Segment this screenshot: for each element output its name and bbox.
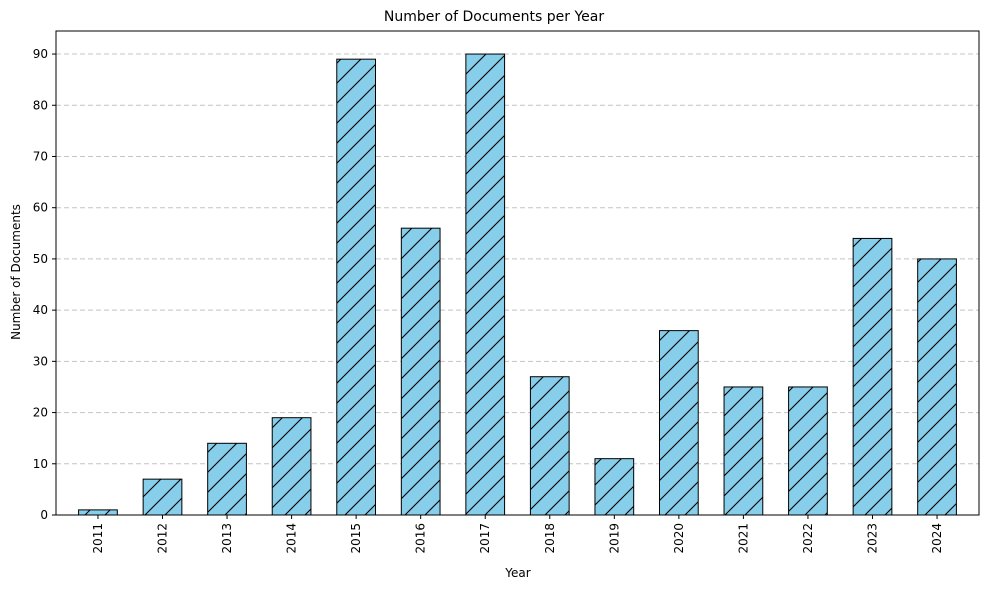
x-tick-label: 2022 xyxy=(801,523,815,554)
y-tick-label: 10 xyxy=(33,457,48,471)
x-tick-label: 2019 xyxy=(607,523,621,554)
x-axis: 2011 2012 2013 2014 2015 2016 2017 2018 2019 2020… xyxy=(91,515,944,554)
bar-hatch-2021 xyxy=(723,386,764,516)
x-axis-label: Year xyxy=(504,566,530,580)
x-tick-label: 2013 xyxy=(220,523,234,554)
x-tick-label: 2017 xyxy=(478,523,492,554)
bar-hatch-2015 xyxy=(336,58,377,516)
x-tick-label: 2016 xyxy=(414,523,428,554)
bar-hatch-2013 xyxy=(207,442,247,516)
y-tick-label: 30 xyxy=(33,354,48,368)
y-tick-label: 50 xyxy=(33,252,48,266)
bar-hatch-2024 xyxy=(917,258,957,516)
y-axis-label: Number of Documents xyxy=(9,204,23,340)
bar-hatch-2017 xyxy=(465,53,506,516)
x-tick-label: 2023 xyxy=(866,523,880,554)
y-tick-label: 90 xyxy=(33,47,48,61)
bar-hatch-2019 xyxy=(594,458,635,516)
x-tick-label: 2012 xyxy=(156,523,170,554)
x-tick-label: 2021 xyxy=(736,523,750,554)
y-tick-label: 80 xyxy=(33,98,48,112)
bar-hatch-2018 xyxy=(529,376,570,516)
chart-title: Number of Documents per Year xyxy=(384,9,604,25)
x-tick-label: 2018 xyxy=(543,523,557,554)
x-tick-label: 2014 xyxy=(285,523,299,554)
x-tick-label: 2015 xyxy=(349,523,363,554)
bar-hatch-2022 xyxy=(788,386,828,516)
bar-hatch-2016 xyxy=(400,227,441,516)
y-tick-label: 0 xyxy=(40,508,48,522)
bar-hatch-2014 xyxy=(271,417,312,516)
bars xyxy=(78,53,957,516)
plot-frame xyxy=(55,30,980,516)
y-tick-label: 20 xyxy=(33,406,48,420)
y-axis: 0 10 20 30 40 50 60 70 80 90 xyxy=(33,47,56,522)
x-tick-label: 2024 xyxy=(930,523,944,554)
bar-hatch-2020 xyxy=(659,330,699,516)
bar-hatch-2023 xyxy=(852,237,893,516)
x-tick-label: 2011 xyxy=(91,523,105,554)
grid-lines xyxy=(56,53,979,465)
x-tick-label: 2020 xyxy=(672,523,686,554)
y-tick-label: 60 xyxy=(33,201,48,215)
y-tick-label: 40 xyxy=(33,303,48,317)
y-tick-label: 70 xyxy=(33,149,48,163)
bar-hatch-2011 xyxy=(78,509,118,516)
bar-hatch-2012 xyxy=(142,478,183,516)
